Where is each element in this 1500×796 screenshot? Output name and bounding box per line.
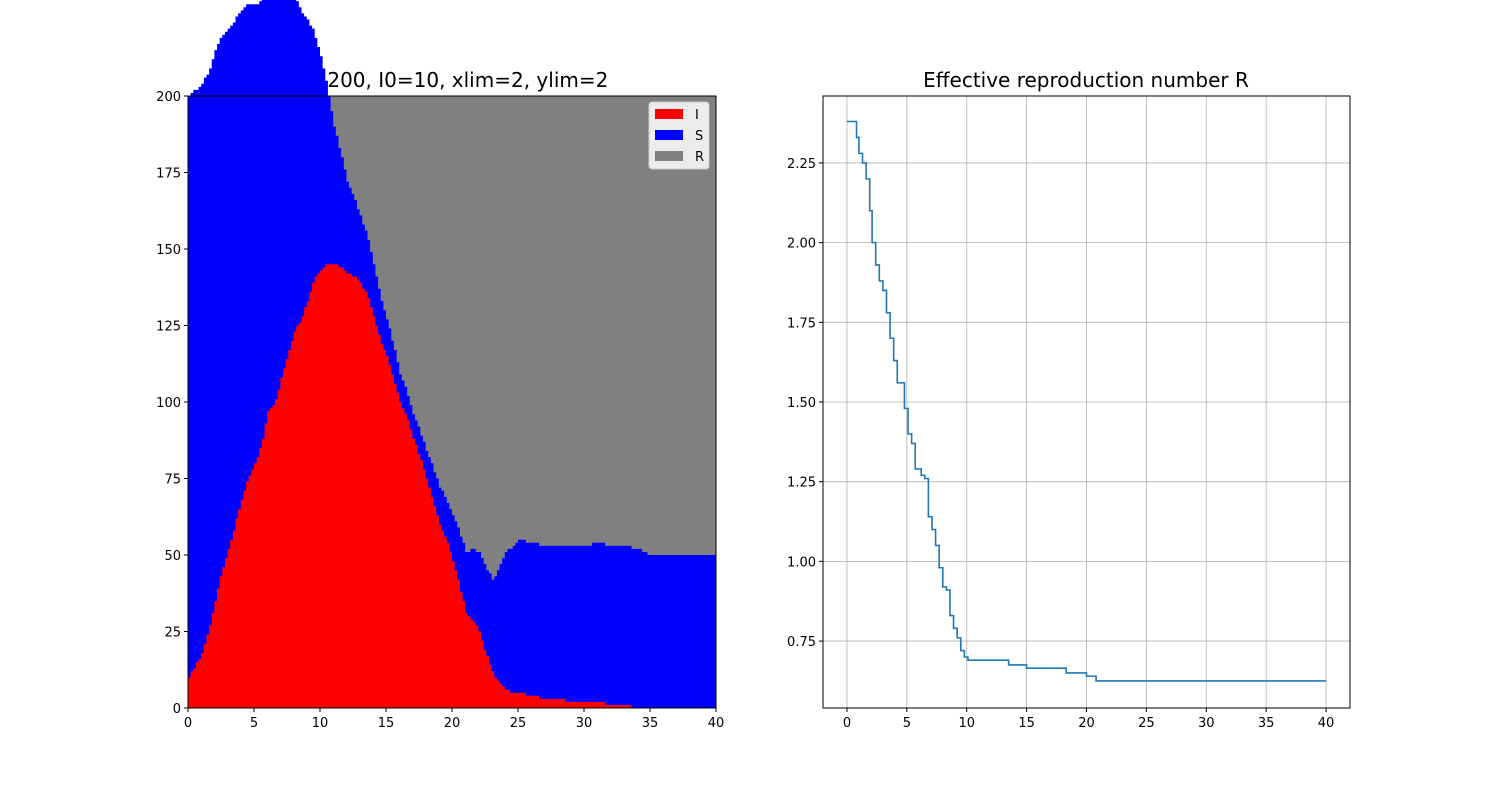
y-tick-label: 150 <box>156 243 181 258</box>
left-x-axis: 0 5 10 15 20 25 30 35 40 <box>184 708 724 731</box>
left-plot-area <box>187 0 717 709</box>
x-tick-label: 10 <box>958 716 975 731</box>
right-grid <box>823 96 1350 708</box>
x-tick-label: 35 <box>1258 716 1275 731</box>
x-tick-label: 0 <box>843 716 851 731</box>
x-tick-label: 30 <box>1198 716 1215 731</box>
x-tick-label: 20 <box>1078 716 1095 731</box>
legend-swatch-I <box>655 109 683 119</box>
right-x-axis: 0 5 10 15 20 25 30 35 40 <box>843 708 1335 731</box>
x-tick-label: 40 <box>1318 716 1335 731</box>
y-tick-label: 1.50 <box>787 396 816 411</box>
legend-label-R: R <box>695 150 704 165</box>
x-tick-label: 10 <box>312 716 329 731</box>
x-tick-label: 5 <box>903 716 911 731</box>
y-tick-label: 25 <box>164 626 181 641</box>
area-I <box>188 264 716 708</box>
left-legend: ISR <box>648 101 710 170</box>
y-tick-label: 125 <box>156 320 181 335</box>
y-tick-label: 50 <box>164 549 181 564</box>
x-tick-label: 5 <box>250 716 258 731</box>
legend-label-S: S <box>695 129 703 144</box>
x-tick-label: 25 <box>1138 716 1155 731</box>
left-chart-title: N=200, I0=10, xlim=2, ylim=2 <box>296 68 609 92</box>
x-tick-label: 40 <box>708 716 725 731</box>
y-tick-label: 100 <box>156 396 181 411</box>
x-tick-label: 35 <box>642 716 659 731</box>
y-tick-label: 1.25 <box>787 476 816 491</box>
legend-label-I: I <box>695 108 699 123</box>
x-tick-label: 30 <box>576 716 593 731</box>
x-tick-label: 0 <box>184 716 192 731</box>
left-chart: N=200, I0=10, xlim=2, ylim=2 0 5 10 15 20 25 3… <box>156 0 724 731</box>
y-tick-label: 75 <box>164 473 181 488</box>
x-tick-label: 20 <box>444 716 461 731</box>
y-tick-label: 200 <box>156 90 181 105</box>
y-tick-label: 1.00 <box>787 555 816 570</box>
y-tick-label: 2.25 <box>787 157 816 172</box>
x-tick-label: 15 <box>1018 716 1035 731</box>
x-tick-label: 15 <box>378 716 395 731</box>
y-tick-label: 0.75 <box>787 635 816 650</box>
r-line <box>846 120 1327 682</box>
right-y-axis: 0.75 1.00 1.25 1.50 1.75 2.00 2.25 <box>787 157 823 650</box>
right-chart-title: Effective reproduction number R <box>923 68 1249 92</box>
x-tick-label: 25 <box>510 716 527 731</box>
legend-swatch-S <box>655 130 683 140</box>
left-y-axis: 0 25 50 75 100 125 150 175 200 <box>156 90 188 717</box>
y-tick-label: 2.00 <box>787 237 816 252</box>
y-tick-label: 1.75 <box>787 316 816 331</box>
y-tick-label: 175 <box>156 167 181 182</box>
legend-swatch-R <box>655 151 683 161</box>
right-chart: Effective reproduction number R 0 5 10 15 20… <box>787 68 1351 731</box>
y-tick-label: 0 <box>173 702 181 717</box>
